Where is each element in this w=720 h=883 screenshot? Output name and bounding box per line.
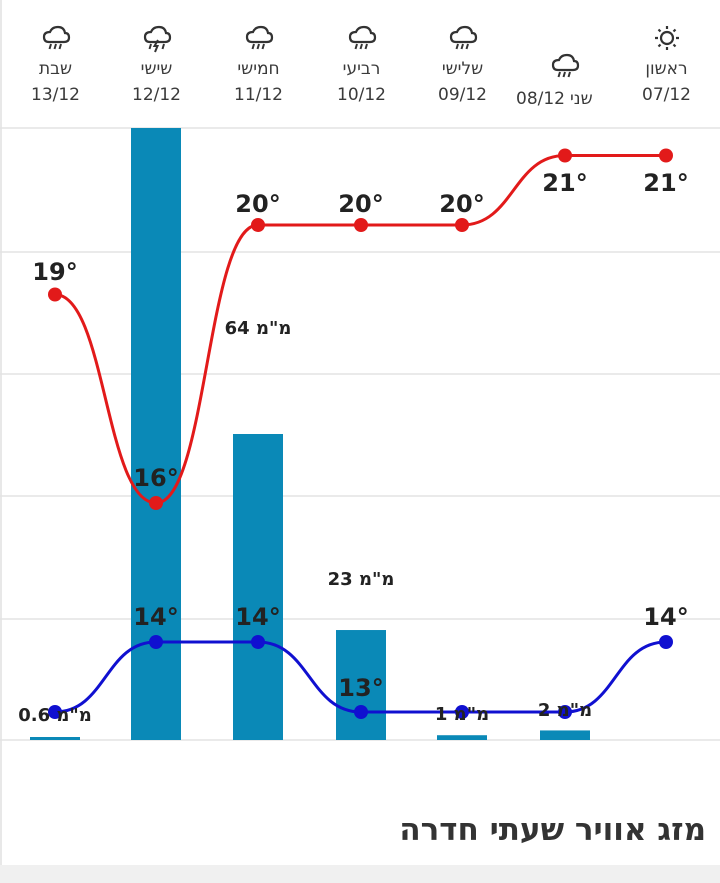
max-temp-label: 21°: [643, 169, 688, 197]
day-date: 09/12: [438, 85, 487, 105]
precip-label: 23 מ"מ: [328, 569, 395, 590]
day-name: רביעי: [342, 59, 381, 79]
min-temp-point: [354, 705, 368, 719]
day-date: 11/12: [234, 85, 283, 105]
max-temp-point: [455, 218, 469, 232]
rain-icon: [550, 52, 580, 82]
thunderstorm-icon: [105, 24, 208, 54]
day-column: ראשון 07/12: [615, 0, 718, 128]
day-name: שני: [570, 89, 593, 109]
rain-icon: [310, 24, 413, 54]
min-temp-point: [659, 635, 673, 649]
day-name: שלישי: [441, 59, 484, 79]
day-name: שבת: [38, 59, 73, 79]
max-temp-label: 19°: [32, 258, 77, 286]
max-temp-line: [54, 153, 666, 505]
precip-bar: [233, 434, 283, 740]
day-date: 12/12: [132, 85, 181, 105]
max-temp-point: [48, 287, 62, 302]
bottom-bar: [0, 865, 720, 883]
min-temp-point: [455, 705, 469, 719]
day-column: שלישי 09/12: [411, 0, 514, 128]
max-temp-label: 16°: [133, 464, 178, 492]
day-name: ראשון: [645, 59, 688, 79]
day-column: שישי 12/12: [105, 0, 208, 128]
precip-bar: [30, 737, 80, 740]
day-name: חמישי: [237, 59, 280, 79]
precip-label: 1 מ"מ: [435, 704, 489, 725]
day-column: חמישי 11/12: [207, 0, 310, 128]
day-date: 10/12: [337, 85, 386, 105]
weather-chart: 21° 21° 20° 20° 20° 16° 19° 14° 13° 14° 14° 2 מ"מ 1 …: [0, 127, 720, 741]
max-temp-point: [149, 496, 163, 510]
max-temp-point: [659, 148, 673, 163]
day-column: שבת 13/12: [4, 0, 107, 128]
left-border: [0, 0, 2, 883]
day-column: רביעי 10/12: [310, 0, 413, 128]
rain-icon: [207, 24, 310, 54]
day-date: 07/12: [642, 85, 691, 105]
max-temp-label: 20°: [439, 190, 484, 218]
min-temp-label: 14°: [235, 603, 280, 631]
precip-label: 64 מ"מ: [225, 318, 292, 339]
max-temp-point: [251, 218, 265, 232]
days-header: ראשון 07/12 שני 08/12 שלישי 09/12 רביעי 10/12 חמ…: [0, 0, 720, 128]
max-temp-point: [558, 148, 572, 163]
precip-label: 0.6 מ"מ: [18, 705, 92, 726]
day-date: 13/12: [31, 85, 80, 105]
day-column: שני 08/12: [514, 0, 617, 128]
precip-bar: [540, 730, 590, 740]
max-temp-label: 20°: [338, 190, 383, 218]
min-temp-point: [558, 705, 572, 719]
min-temp-label: 13°: [338, 674, 383, 702]
min-temp-label: 14°: [643, 603, 688, 631]
max-temp-label: 20°: [235, 190, 280, 218]
page-title: מזג אוויר שעתי חדרה: [399, 812, 706, 848]
min-temp-label: 14°: [133, 603, 178, 631]
max-temp-point: [354, 218, 368, 232]
precip-bar: [336, 630, 386, 740]
min-temp-point: [251, 635, 265, 649]
min-temp-point: [48, 705, 62, 719]
precip-label: 2 מ"מ: [538, 700, 592, 721]
precip-bar: [437, 735, 487, 740]
day-name: שישי: [140, 59, 173, 79]
sun-icon: [615, 24, 718, 54]
day-date: 08/12: [516, 89, 565, 109]
rain-icon: [4, 24, 107, 54]
max-temp-label: 21°: [542, 169, 587, 197]
rain-icon: [411, 24, 514, 54]
min-temp-point: [149, 635, 163, 649]
